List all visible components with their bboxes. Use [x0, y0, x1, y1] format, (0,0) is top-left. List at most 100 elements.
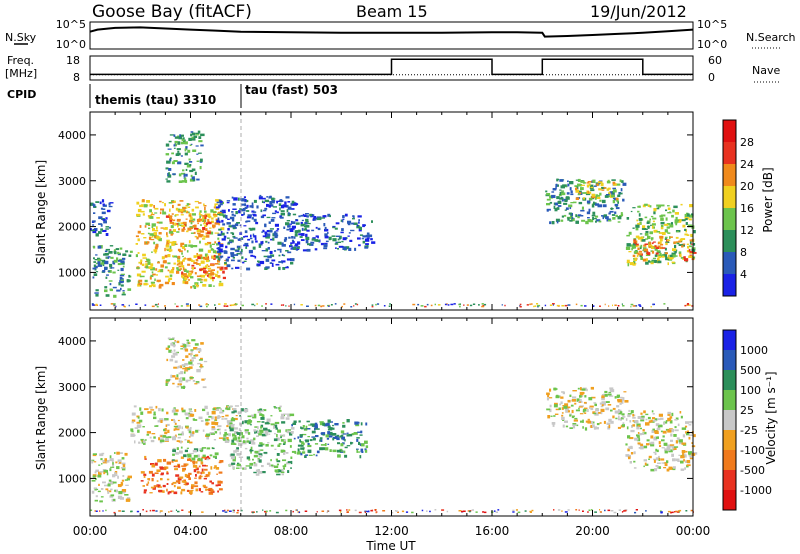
- power-cell: [143, 237, 147, 239]
- velocity-cell: [229, 463, 234, 467]
- power-cell: [219, 203, 223, 206]
- velocity-cell: [640, 446, 644, 450]
- velocity-cell: [232, 466, 235, 469]
- velocity-cell: [608, 418, 612, 422]
- power-cell: [660, 221, 665, 225]
- velocity-cell: [551, 422, 556, 425]
- velocity-cell: [172, 408, 176, 411]
- velocity-cell: [652, 413, 655, 415]
- power-cell: [592, 211, 596, 215]
- power-cell: [247, 238, 251, 241]
- power-cell: [596, 196, 601, 199]
- velocity-cell: [149, 406, 153, 409]
- power-cell: [219, 280, 222, 283]
- power-cell: [323, 247, 328, 250]
- power-cell: [687, 224, 693, 228]
- power-cell: [95, 262, 98, 265]
- velocity-cell: [187, 428, 192, 431]
- power-cell: [144, 279, 148, 283]
- power-cell: [598, 220, 602, 223]
- power-ground-cell: [529, 303, 531, 306]
- velocity-cell: [190, 489, 194, 492]
- power-cell: [182, 221, 187, 224]
- power-cell: [341, 240, 344, 243]
- power-cell: [227, 218, 230, 220]
- power-cell: [602, 215, 604, 220]
- power-cell: [342, 218, 345, 220]
- power-data-layer: [90, 130, 697, 308]
- velocity-cell: [218, 488, 223, 491]
- velocity-cell: [578, 407, 580, 410]
- power-cell: [190, 174, 193, 178]
- velocity-cell: [202, 386, 207, 389]
- velocity-cell: [562, 391, 565, 395]
- velocity-cell: [159, 466, 165, 470]
- power-cell: [637, 222, 641, 225]
- power-cell: [651, 223, 656, 226]
- power-cell: [260, 241, 264, 244]
- velocity-cell: [130, 433, 135, 437]
- velocity-cell: [615, 417, 618, 420]
- velocity-cell: [612, 415, 615, 419]
- velocity-cell: [117, 484, 122, 488]
- power-cell: [577, 193, 581, 196]
- power-cell: [595, 195, 599, 199]
- power-cell: [652, 220, 655, 223]
- velocity-colorbar-tick-label: -25: [740, 424, 758, 437]
- power-cell: [159, 211, 162, 215]
- velocity-cell: [177, 419, 180, 422]
- power-cell: [266, 230, 270, 232]
- power-cell: [212, 279, 214, 282]
- x-axis-label: Time UT: [365, 539, 416, 553]
- velocity-cell: [625, 418, 628, 421]
- velocity-cell: [337, 454, 341, 458]
- velocity-ground-cell: [348, 509, 351, 511]
- velocity-cell: [233, 417, 238, 421]
- power-cell: [184, 248, 186, 251]
- velocity-cell: [225, 414, 229, 417]
- noise-frame: [89, 21, 694, 50]
- power-cell: [210, 264, 214, 267]
- noise-sky-label: N.Sky: [5, 31, 37, 44]
- power-cell: [137, 208, 142, 213]
- power-cell: [200, 158, 203, 162]
- power-cell: [616, 183, 621, 186]
- power-cell: [185, 207, 188, 209]
- velocity-ground-cell: [411, 511, 414, 514]
- power-cell: [273, 250, 277, 252]
- power-cell: [689, 239, 694, 242]
- velocity-cell: [582, 408, 587, 412]
- power-cell: [136, 213, 140, 217]
- velocity-cell: [116, 451, 120, 455]
- velocity-cell: [100, 458, 103, 461]
- power-cell: [295, 222, 300, 225]
- power-cell: [570, 217, 575, 222]
- velocity-ground-cell: [358, 511, 362, 514]
- velocity-cell: [121, 457, 125, 460]
- power-cell: [342, 246, 347, 250]
- power-cell: [150, 213, 155, 216]
- velocity-cell: [359, 434, 363, 436]
- power-cell: [203, 257, 205, 259]
- power-cell: [197, 254, 201, 258]
- velocity-cell: [594, 426, 598, 430]
- velocity-cell: [250, 414, 254, 417]
- power-ground-cell: [256, 303, 258, 305]
- power-cell: [166, 160, 171, 164]
- power-cell: [252, 255, 255, 258]
- power-cell: [200, 281, 203, 284]
- velocity-cell: [280, 436, 282, 439]
- power-cell: [245, 245, 249, 247]
- velocity-cell: [664, 448, 668, 451]
- power-cell: [235, 211, 238, 215]
- power-cell: [327, 213, 331, 217]
- power-cell: [289, 245, 293, 248]
- power-cell: [191, 168, 196, 171]
- velocity-cell: [231, 411, 235, 414]
- velocity-cell: [581, 388, 586, 391]
- power-cell: [252, 233, 255, 237]
- velocity-cell: [657, 462, 661, 464]
- velocity-cell: [342, 424, 346, 428]
- velocity-cell: [112, 462, 114, 465]
- velocity-cell: [629, 461, 632, 464]
